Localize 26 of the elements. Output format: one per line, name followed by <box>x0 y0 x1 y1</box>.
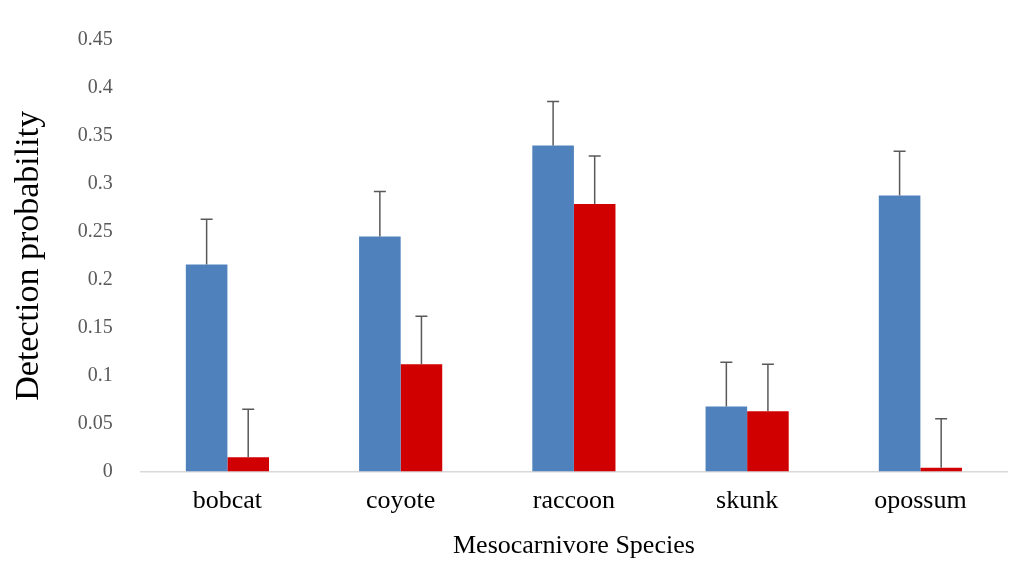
bar <box>359 236 401 472</box>
bar <box>747 411 789 472</box>
bar <box>532 145 574 472</box>
y-tick-label: 0.05 <box>77 410 113 433</box>
x-tick-label: coyote <box>366 485 436 515</box>
y-tick-label: 0.35 <box>77 123 113 146</box>
bar <box>705 406 748 472</box>
x-tick-label: bobcat <box>192 485 263 515</box>
bar <box>573 204 616 472</box>
bar <box>400 364 443 472</box>
x-axis-title: Mesocarnivore Species <box>452 530 695 560</box>
y-tick-label: 0.1 <box>87 362 113 385</box>
y-tick-label: 0.15 <box>77 314 113 337</box>
y-tick-label: 0.4 <box>87 75 113 98</box>
bar <box>878 195 921 472</box>
x-tick-label: skunk <box>716 485 779 515</box>
y-axis-title: Detection probability <box>8 110 46 401</box>
x-tick-label: opossum <box>874 485 967 515</box>
y-tick-label: 0.25 <box>77 219 113 242</box>
y-tick-label: 0.3 <box>87 171 113 194</box>
bar <box>185 264 228 472</box>
y-tick-label: 0.2 <box>87 267 113 290</box>
y-tick-label: 0 <box>102 458 113 481</box>
bar <box>227 457 269 472</box>
x-tick-label: raccoon <box>532 485 616 515</box>
y-tick-label: 0.45 <box>77 27 113 50</box>
